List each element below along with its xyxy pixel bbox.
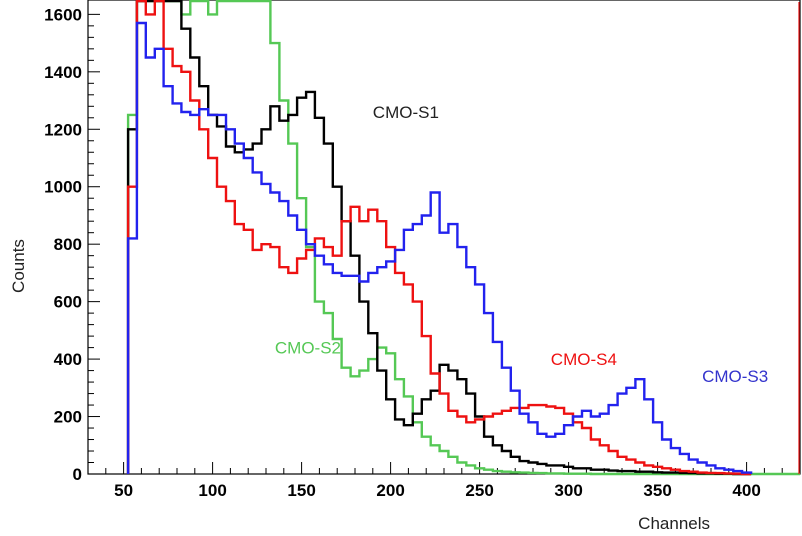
y-tick-label: 1400 xyxy=(44,63,82,82)
y-tick-label: 200 xyxy=(54,408,82,427)
axis-ticks: 0 200 400 600 800 1000 1200 1400 1600 50 100 150 200… xyxy=(44,5,783,500)
series-cmo-s2-line xyxy=(126,0,800,476)
y-tick-label: 800 xyxy=(54,235,82,254)
y-tick-label: 1000 xyxy=(44,178,82,197)
y-tick-label: 1600 xyxy=(44,5,82,24)
series-layer xyxy=(126,0,800,476)
x-tick-label: 400 xyxy=(732,481,760,500)
x-tick-label: 150 xyxy=(287,481,315,500)
series-label-cmo-s2: CMO-S2 xyxy=(275,338,341,357)
x-tick-label: 100 xyxy=(198,481,226,500)
series-cmo-s4-line xyxy=(126,0,752,476)
y-tick-label: 600 xyxy=(54,293,82,312)
series-cmo-s3-line xyxy=(126,21,753,474)
series-cmo-s1-line xyxy=(126,0,752,476)
plot-frame xyxy=(87,0,801,475)
x-tick-label: 50 xyxy=(114,481,133,500)
y-tick-label: 400 xyxy=(54,350,82,369)
y-tick-label: 1200 xyxy=(44,120,82,139)
x-tick-label: 200 xyxy=(376,481,404,500)
series-label-cmo-s3: CMO-S3 xyxy=(702,367,768,386)
x-tick-label: 300 xyxy=(554,481,582,500)
series-label-cmo-s1: CMO-S1 xyxy=(373,103,439,122)
x-tick-label: 350 xyxy=(643,481,671,500)
x-axis-title: Channels xyxy=(638,514,710,533)
y-axis-title: Counts xyxy=(9,239,28,293)
annotation-layer: CMO-S1 CMO-S2 CMO-S4 CMO-S3 xyxy=(275,103,768,386)
x-tick-label: 250 xyxy=(465,481,493,500)
y-tick-label: 0 xyxy=(73,465,82,484)
series-label-cmo-s4: CMO-S4 xyxy=(551,350,617,369)
